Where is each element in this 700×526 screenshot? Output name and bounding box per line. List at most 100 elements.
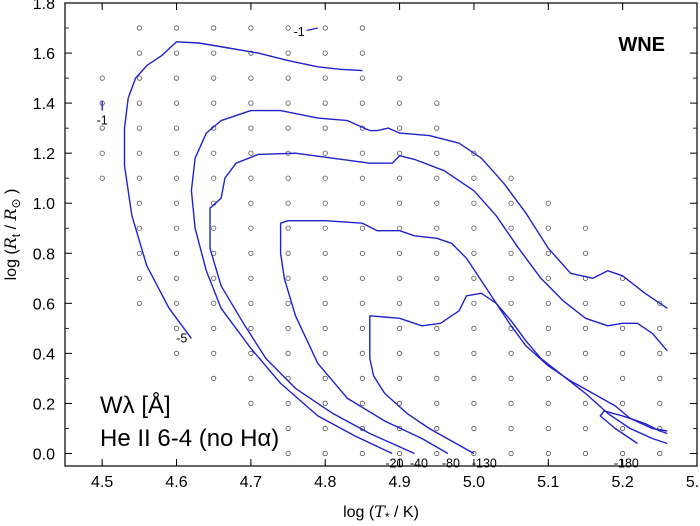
grid-marker [136,225,142,231]
grid-marker [359,325,365,331]
grid-marker [248,325,254,331]
grid-marker [434,125,440,131]
grid-marker [359,375,365,381]
contour-level-label: -40 [410,456,428,470]
grid-marker [582,425,589,432]
grid-marker [545,300,551,306]
grid-marker [285,200,291,206]
grid-marker [359,150,365,156]
grid-marker [248,275,254,281]
grid-marker [434,225,440,231]
grid-marker [545,400,551,406]
grid-marker [322,325,328,331]
x-tick-label: 5.3 [686,474,700,491]
grid-marker [619,375,626,381]
grid-marker [211,100,217,106]
grid-marker [136,175,142,181]
y-axis-label-pre: log ( [3,249,20,281]
grid-marker [248,25,254,31]
grid-marker [322,50,328,56]
grid-marker [471,300,477,306]
x-tick-label: 5.2 [612,474,634,491]
grid-marker [508,250,514,256]
grid-marker [471,450,477,457]
grid-marker [322,200,328,206]
grid-marker [285,425,291,432]
x-tick-label: 4.9 [388,474,410,491]
grid-marker [434,250,440,256]
grid-marker [248,250,254,256]
grid-marker [396,125,403,131]
x-axis-label-pre: log ( [343,504,375,521]
grid-marker [434,150,440,156]
grid-marker [582,400,589,406]
grid-marker [619,400,626,406]
grid-marker [248,125,254,131]
contour-level-label: -80 [442,456,460,470]
grid-marker [619,350,626,356]
grid-marker [396,150,403,156]
grid-marker [508,400,514,406]
grid-marker [471,200,477,206]
grid-marker [508,175,514,181]
grid-marker [322,450,328,457]
grid-marker [471,225,477,231]
grid-marker [136,25,142,31]
grid-marker [434,425,440,432]
model-grid-markers [99,25,663,457]
grid-marker [396,250,403,256]
grid-marker [285,50,291,56]
y-axis-label-sub: t [9,233,23,237]
grid-marker [508,450,514,457]
grid-marker [471,400,477,406]
grid-marker [322,25,328,31]
grid-marker [619,300,626,306]
grid-marker [136,150,142,156]
y-tick-label: 1.6 [33,46,55,63]
grid-marker [285,175,291,181]
y-axis-label: log (Rt / R⊙ ) [1,189,23,281]
grid-marker [248,150,254,156]
grid-marker [322,350,328,356]
contour-line [123,41,363,339]
grid-marker [322,150,328,156]
grid-marker [322,225,328,231]
grid-marker [173,175,180,181]
grid-marker [136,125,142,131]
grid-marker [173,100,180,106]
plot-frame [64,2,698,467]
grid-marker [136,250,142,256]
x-tick-labels: 4.5 4.6 4.7 4.8 4.9 5.0 5.1 5.2 5.3 [91,474,700,491]
y-tick-labels: 0.0 0.2 0.4 0.6 0.8 1.0 1.2 1.4 1.6 1.8 [33,0,55,463]
y-tick-label: 1.4 [33,96,55,113]
grid-marker [359,100,365,106]
grid-marker [211,225,217,231]
x-tick-label: 5.0 [463,474,485,491]
grid-marker [211,325,217,331]
grid-marker [545,375,551,381]
grid-marker [657,350,663,356]
grid-marker [285,325,291,331]
grid-marker [285,125,291,131]
grid-marker [508,225,514,231]
grid-marker [582,225,589,231]
grid-marker [211,275,217,281]
grid-marker [285,25,291,31]
x-tick-label: 4.8 [314,474,336,491]
grid-marker [173,325,180,331]
grid-marker [396,375,403,381]
grid-marker [434,175,440,181]
grid-marker [434,400,440,406]
contour-line [209,152,668,455]
grid-marker [545,450,551,457]
contour-level-label: -130 [472,456,497,470]
contour-level-label: -1 [97,114,108,128]
grid-marker [396,200,403,206]
y-tick-label: 0.8 [33,246,55,263]
grid-marker [396,275,403,281]
grid-marker [508,425,514,432]
x-axis-label-sub: * [385,510,390,524]
grid-marker [136,300,142,306]
grid-marker [359,250,365,256]
grid-marker [211,375,217,381]
